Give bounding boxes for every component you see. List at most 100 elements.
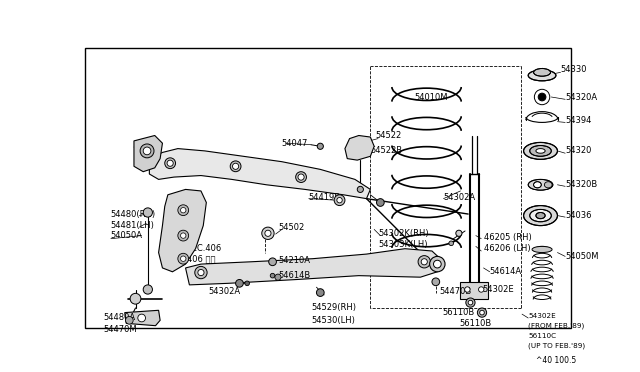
- Circle shape: [479, 287, 484, 292]
- Ellipse shape: [545, 182, 552, 188]
- Circle shape: [465, 287, 470, 292]
- Text: 54470B: 54470B: [440, 286, 472, 295]
- Circle shape: [130, 294, 141, 304]
- FancyBboxPatch shape: [460, 282, 488, 299]
- Text: 56110B: 56110B: [442, 308, 474, 317]
- Circle shape: [125, 317, 133, 324]
- Ellipse shape: [536, 212, 545, 219]
- Text: (UP TO FEB.'89): (UP TO FEB.'89): [528, 343, 586, 349]
- Text: 54320A: 54320A: [565, 93, 597, 102]
- Circle shape: [178, 253, 189, 264]
- Text: 54480A: 54480A: [103, 314, 135, 323]
- Circle shape: [178, 230, 189, 241]
- Text: 54302A: 54302A: [209, 286, 241, 295]
- Text: 54320B: 54320B: [565, 180, 597, 189]
- Circle shape: [449, 241, 454, 246]
- Circle shape: [138, 314, 145, 322]
- Text: 54320: 54320: [565, 147, 591, 155]
- Circle shape: [265, 230, 271, 236]
- Text: 46206 (LH): 46206 (LH): [484, 244, 530, 253]
- Text: 54210A: 54210A: [278, 256, 310, 265]
- Circle shape: [477, 308, 486, 317]
- Text: 54047: 54047: [282, 139, 308, 148]
- Ellipse shape: [536, 148, 545, 153]
- Circle shape: [296, 172, 307, 183]
- Circle shape: [480, 310, 484, 315]
- Circle shape: [376, 199, 384, 206]
- Text: 54401: 54401: [134, 140, 160, 149]
- Text: 54522B: 54522B: [371, 147, 403, 155]
- Text: 54010M: 54010M: [414, 93, 448, 102]
- Text: 54502: 54502: [278, 224, 304, 232]
- Circle shape: [143, 147, 151, 155]
- Circle shape: [421, 259, 428, 265]
- Text: 56110B: 56110B: [459, 319, 491, 328]
- Circle shape: [334, 195, 345, 206]
- Circle shape: [269, 258, 276, 266]
- Circle shape: [180, 208, 186, 213]
- Polygon shape: [345, 135, 374, 160]
- Text: 54330: 54330: [561, 65, 587, 74]
- Circle shape: [270, 273, 275, 278]
- Circle shape: [275, 274, 281, 280]
- Text: ^40 100.5: ^40 100.5: [536, 356, 576, 365]
- Circle shape: [164, 158, 175, 169]
- Text: 54614A: 54614A: [490, 267, 522, 276]
- Circle shape: [456, 230, 462, 236]
- Ellipse shape: [528, 70, 556, 81]
- Circle shape: [466, 298, 475, 307]
- Text: 54480(RH): 54480(RH): [111, 209, 156, 218]
- Polygon shape: [159, 189, 206, 272]
- Circle shape: [230, 161, 241, 172]
- Circle shape: [357, 186, 364, 192]
- Polygon shape: [149, 148, 371, 199]
- Circle shape: [316, 289, 324, 296]
- Text: 54302A: 54302A: [444, 193, 476, 202]
- Polygon shape: [125, 310, 160, 326]
- Circle shape: [143, 285, 152, 294]
- Circle shape: [245, 281, 250, 286]
- Text: (FROM FEB.'89): (FROM FEB.'89): [528, 323, 584, 329]
- Circle shape: [317, 143, 323, 150]
- Circle shape: [178, 205, 189, 216]
- Circle shape: [538, 93, 546, 101]
- Ellipse shape: [528, 179, 553, 190]
- Text: 54522: 54522: [376, 131, 402, 140]
- Text: 54302K(RH): 54302K(RH): [378, 229, 429, 238]
- Text: 54470M: 54470M: [103, 325, 137, 334]
- Ellipse shape: [532, 246, 552, 253]
- Text: 46205 (RH): 46205 (RH): [484, 232, 531, 242]
- Text: 56110C: 56110C: [528, 333, 556, 339]
- Text: 54302E: 54302E: [528, 313, 556, 319]
- Polygon shape: [134, 135, 163, 172]
- Circle shape: [140, 144, 154, 158]
- Circle shape: [232, 163, 239, 169]
- Circle shape: [429, 256, 445, 272]
- Text: SEE SEC.406: SEE SEC.406: [168, 244, 221, 253]
- Ellipse shape: [530, 145, 551, 156]
- Circle shape: [298, 174, 304, 180]
- Circle shape: [337, 198, 342, 203]
- Text: 54394: 54394: [565, 116, 591, 125]
- Circle shape: [432, 278, 440, 286]
- Circle shape: [468, 300, 473, 305]
- Ellipse shape: [534, 68, 550, 76]
- Text: 54036: 54036: [565, 211, 591, 220]
- Text: 54419B: 54419B: [308, 193, 341, 202]
- Circle shape: [167, 160, 173, 166]
- Text: 54050A: 54050A: [111, 231, 143, 240]
- Text: 54302E: 54302E: [482, 285, 514, 294]
- Circle shape: [180, 233, 186, 238]
- Circle shape: [198, 269, 204, 276]
- Text: 54614B: 54614B: [278, 271, 310, 280]
- Text: 54481(LH): 54481(LH): [111, 221, 155, 230]
- Ellipse shape: [524, 206, 557, 225]
- Circle shape: [418, 256, 431, 268]
- Circle shape: [180, 256, 186, 262]
- Circle shape: [262, 227, 274, 240]
- Circle shape: [143, 208, 152, 217]
- Circle shape: [433, 260, 441, 268]
- Circle shape: [236, 279, 243, 287]
- Text: 54050M: 54050M: [565, 252, 598, 261]
- Circle shape: [195, 266, 207, 279]
